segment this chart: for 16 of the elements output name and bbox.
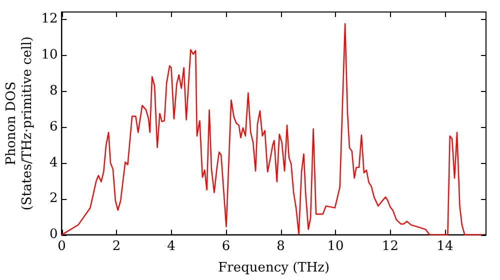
x-tick-label: 12: [382, 238, 398, 254]
x-tick-label: 14: [436, 238, 454, 254]
x-tick-label: 6: [222, 238, 230, 254]
y-tick-label: 2: [49, 191, 58, 206]
y-tick-label: 6: [49, 119, 58, 134]
x-tick-label: 10: [327, 238, 344, 254]
x-tick-label: 2: [112, 238, 121, 254]
y-axis-title: Phonon DOS (States/THz·primitive cell): [4, 36, 35, 210]
y-tick-label: 0: [49, 227, 58, 242]
y-tick-label: 10: [41, 48, 58, 62]
x-tick-label: 4: [167, 238, 176, 254]
y-tick-label: 12: [41, 12, 58, 27]
y-tick-label: 8: [49, 83, 58, 98]
y-tick-label: 4: [49, 155, 58, 170]
x-tick-label: 8: [276, 238, 285, 254]
x-axis-title: Frequency (THz): [218, 260, 330, 276]
